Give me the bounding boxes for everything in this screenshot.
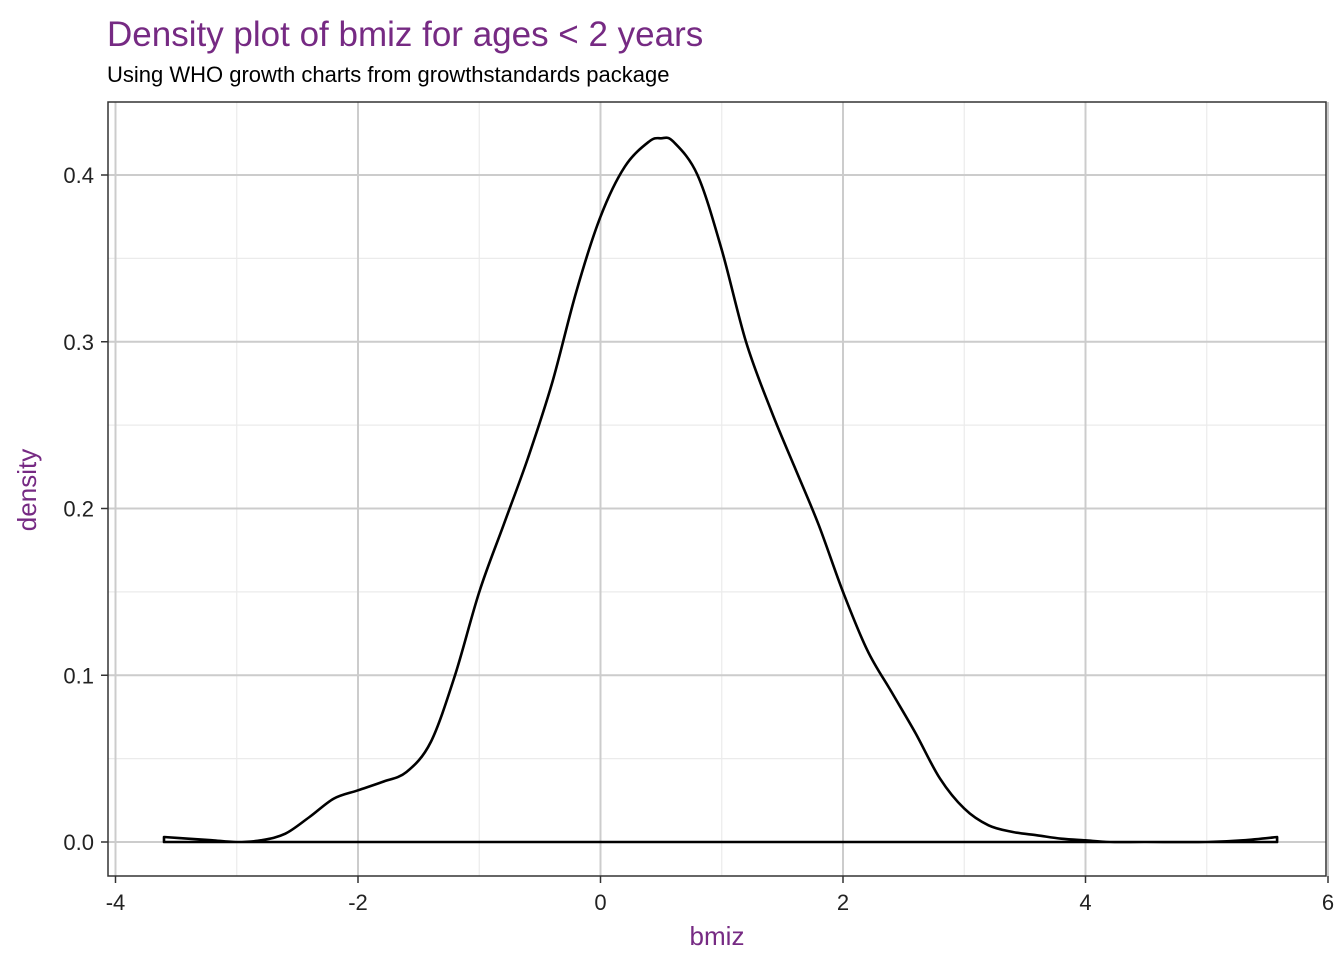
density-curve bbox=[162, 136, 1279, 844]
plot-panel-background bbox=[108, 102, 1326, 876]
major-gridlines bbox=[108, 102, 1329, 876]
chart-subtitle: Using WHO growth charts from growthstand… bbox=[107, 62, 669, 87]
y-tick-label: 0.2 bbox=[63, 497, 94, 522]
x-axis-ticks: -4 -2 0 2 4 6 bbox=[106, 876, 1334, 915]
x-tick-label: -2 bbox=[348, 890, 368, 915]
y-tick-label: 0.3 bbox=[63, 330, 94, 355]
x-tick-label: -4 bbox=[106, 890, 126, 915]
x-tick-label: 0 bbox=[594, 890, 606, 915]
chart-title: Density plot of bmiz for ages < 2 years bbox=[107, 15, 703, 54]
y-tick-label: 0.0 bbox=[63, 830, 94, 855]
x-tick-label: 2 bbox=[837, 890, 849, 915]
y-axis-title: density bbox=[12, 449, 42, 531]
x-tick-label: 6 bbox=[1322, 890, 1334, 915]
y-axis-ticks: 0.0 0.1 0.2 0.3 0.4 bbox=[63, 163, 108, 855]
minor-gridlines bbox=[108, 102, 1326, 876]
x-axis-title: bmiz bbox=[690, 921, 745, 951]
x-tick-label: 4 bbox=[1079, 890, 1091, 915]
y-tick-label: 0.4 bbox=[63, 163, 94, 188]
plot-panel-border bbox=[107, 101, 1327, 877]
y-tick-label: 0.1 bbox=[63, 663, 94, 688]
